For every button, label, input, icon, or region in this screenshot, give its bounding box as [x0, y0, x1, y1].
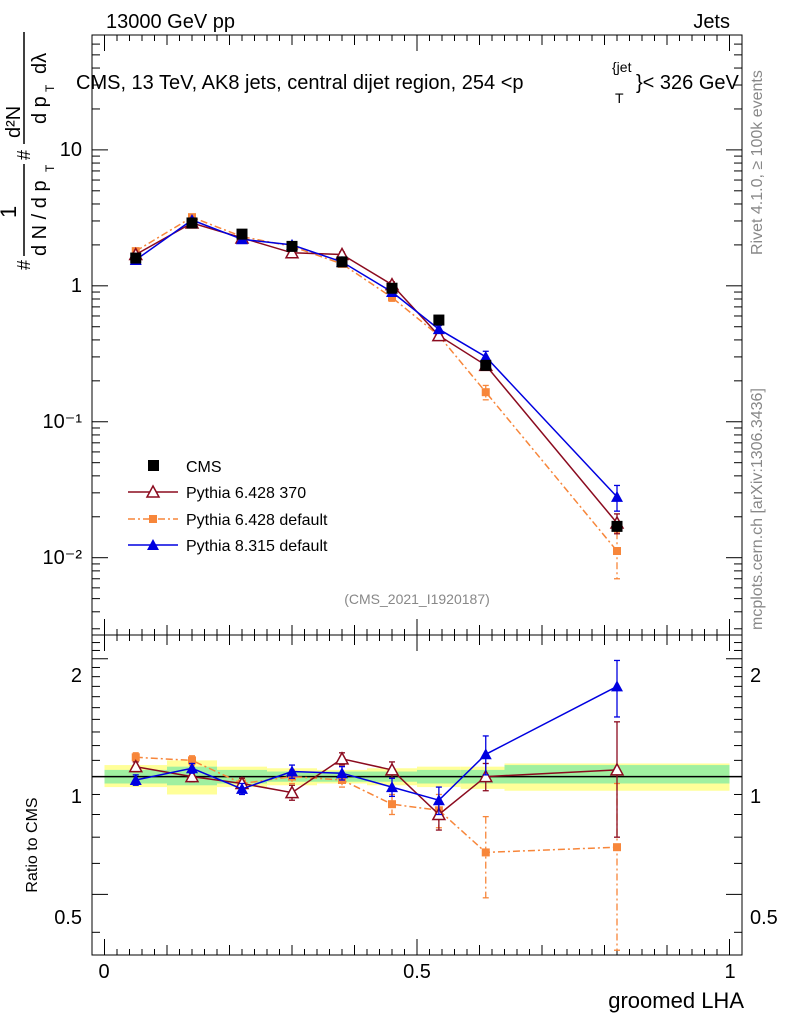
ratio-point-p6-370: [128, 759, 144, 773]
ylabel-t-b: T: [43, 84, 57, 92]
ratio-point-p8-default: [186, 762, 198, 774]
top-point-cms: [480, 359, 492, 371]
ratio-ytick-label-2: 2: [71, 665, 82, 687]
ylabel-dp: d p: [29, 96, 51, 124]
legend-marker-p6-default: [149, 515, 157, 523]
plot-title: CMS, 13 TeV, AK8 jets, central dijet reg…: [76, 59, 740, 106]
ratio-ytick-label-0p5-right: 0.5: [750, 907, 778, 929]
analysis-watermark: (CMS_2021_I1920187): [344, 591, 490, 607]
ratio-panel-frame: [91, 634, 743, 956]
top-ytick-label-1: 1: [71, 275, 82, 297]
ylabel-d2n: d²N: [3, 106, 25, 138]
ratio-series: [128, 659, 625, 951]
top-line-p6-default: [135, 216, 618, 552]
plot-title-sup: {jet: [612, 59, 632, 75]
ylabel-hash-a: #: [14, 260, 34, 270]
header-right: Jets: [693, 11, 730, 33]
ratio-ytick-label-1: 1: [71, 786, 82, 808]
top-point-p6-default: [613, 547, 621, 556]
ylabel-one: 1: [0, 206, 21, 218]
ylabel-dn-dpt: d N / d p: [29, 180, 51, 256]
top-y-axis-label: # 1 d N / d p T # d²N d p T dλ: [0, 32, 57, 270]
top-point-cms: [286, 240, 298, 252]
ratio-point-p8-default: [286, 765, 298, 777]
legend-marker-cms: [148, 460, 159, 471]
plot-title-sub: T: [615, 90, 624, 106]
legend-label-p6-default: Pythia 6.428 default: [186, 512, 328, 529]
ratio-point-p6-370: [478, 768, 494, 783]
legend-marker-p6-370: [145, 484, 161, 498]
top-point-p6-default: [481, 388, 490, 397]
ratio-point-p8-default: [432, 794, 445, 806]
top-point-cms: [130, 252, 142, 264]
ratio-point-p8-default: [479, 748, 492, 760]
mcplots-label: mcplots.cern.ch [arXiv:1306.3436]: [749, 388, 766, 630]
rivet-label: Rivet 4.1.0, ≥ 100k events: [749, 70, 766, 255]
top-ytick-label-0p1: 10⁻¹: [43, 411, 83, 433]
ratio-ytick-label-2-right: 2: [750, 665, 761, 687]
ratio-ytick-label-0p5: 0.5: [54, 907, 82, 929]
top-point-cms: [611, 520, 623, 532]
ratio-ytick-label-1-right: 1: [750, 786, 761, 808]
ratio-point-p6-default: [613, 843, 621, 852]
top-point-cms: [236, 228, 248, 240]
ratio-point-p8-default: [386, 781, 398, 793]
xtick-label-0: 0: [98, 961, 109, 983]
ratio-point-p6-370: [284, 785, 300, 799]
top-line-p8-default: [135, 219, 618, 498]
top-point-p6-370: [431, 328, 447, 342]
ylabel-dlambda: dλ: [29, 53, 51, 74]
plot-title-end: }< 326 GeV: [636, 72, 740, 94]
ratio-y-axis-label: Ratio to CMS: [24, 797, 41, 892]
ticks-layer: [92, 34, 742, 955]
top-point-cms: [186, 217, 198, 229]
ratio-point-p6-370: [384, 762, 400, 776]
ratio-point-p6-370: [609, 762, 625, 776]
top-line-p6-370: [135, 222, 618, 524]
ratio-point-p6-default: [188, 756, 196, 765]
ratio-point-p8-default: [236, 782, 248, 794]
xtick-label-0p5: 0.5: [403, 961, 431, 983]
legend-label-p8-default: Pythia 8.315 default: [186, 538, 328, 555]
top-ytick-label-0p01: 10⁻²: [43, 547, 83, 569]
ratio-point-p6-default: [388, 800, 396, 809]
x-axis-label: groomed LHA: [608, 988, 744, 1013]
ratio-point-p6-370: [334, 751, 350, 765]
header-left: 13000 GeV pp: [106, 11, 235, 33]
ratio-point-p8-default: [129, 773, 142, 785]
legend-marker-p8-default: [147, 539, 159, 550]
top-point-cms: [336, 256, 348, 268]
top-point-p8-default: [432, 323, 445, 335]
legend-label-p6-370: Pythia 6.428 370: [186, 485, 306, 502]
top-point-cms: [386, 282, 398, 294]
legend: CMS Pythia 6.428 370 Pythia 6.428 defaul…: [128, 459, 328, 555]
ratio-point-p6-default: [131, 753, 140, 762]
ratio-point-p6-default: [481, 848, 490, 857]
ratio-point-p8-default: [611, 680, 623, 692]
ratio-point-p6-370: [184, 768, 200, 783]
top-point-p6-default: [388, 293, 396, 302]
top-point-p8-default: [611, 490, 623, 502]
ylabel-t-a: T: [43, 164, 57, 172]
legend-label-cms: CMS: [186, 459, 222, 476]
xtick-label-1: 1: [724, 961, 735, 983]
ratio-point-p8-default: [336, 767, 348, 779]
top-ytick-label-10: 10: [60, 139, 82, 161]
plot-title-text: CMS, 13 TeV, AK8 jets, central dijet reg…: [76, 72, 524, 94]
ylabel-hash-b: #: [14, 150, 34, 160]
top-point-p6-370: [284, 245, 300, 259]
top-point-cms: [433, 314, 445, 326]
top-point-p8-default: [479, 350, 492, 362]
plot-title-main: CMS, 13 TeV, AK8 jets, central dijet reg…: [76, 72, 524, 94]
top-series: [128, 213, 625, 580]
